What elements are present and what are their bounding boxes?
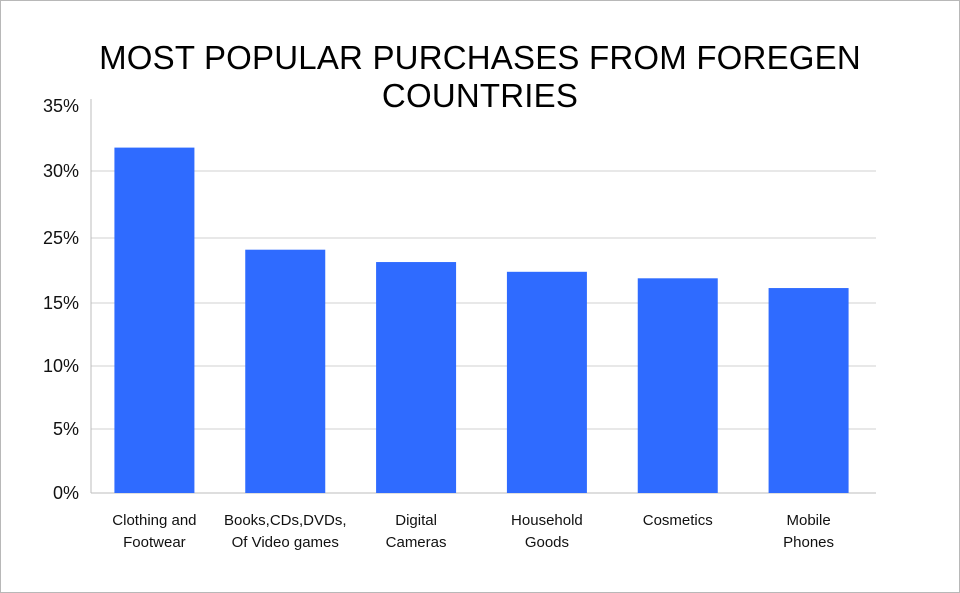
- x-tick-label: Goods: [525, 534, 569, 551]
- x-tick-label: Household: [511, 512, 583, 529]
- chart-title: MOST POPULAR PURCHASES FROM FOREGEN COUN…: [99, 39, 861, 114]
- x-tick-label: Mobile: [786, 512, 830, 529]
- x-tick-label: Cosmetics: [643, 512, 713, 529]
- bar: [506, 271, 587, 493]
- bar: [245, 249, 326, 493]
- y-tick-label: 25%: [43, 228, 79, 248]
- x-tick-label: Of Video games: [232, 534, 339, 551]
- y-tick-label: 10%: [43, 356, 79, 376]
- x-tick-label: Books,CDs,DVDs,: [224, 512, 347, 529]
- y-tick-label: 5%: [53, 419, 79, 439]
- bar: [376, 262, 457, 493]
- bar: [768, 288, 849, 493]
- y-tick-label: 15%: [43, 293, 79, 313]
- y-tick-label: 35%: [43, 96, 79, 116]
- x-tick-label: Cameras: [386, 534, 447, 551]
- bar: [114, 147, 195, 493]
- y-tick-label: 0%: [53, 483, 79, 503]
- x-tick-label: Footwear: [123, 534, 186, 551]
- y-tick-label: 30%: [43, 161, 79, 181]
- bar: [637, 278, 718, 493]
- x-tick-label: Clothing and: [112, 512, 196, 529]
- x-tick-label: Digital: [395, 512, 437, 529]
- x-tick-label: Phones: [783, 534, 834, 551]
